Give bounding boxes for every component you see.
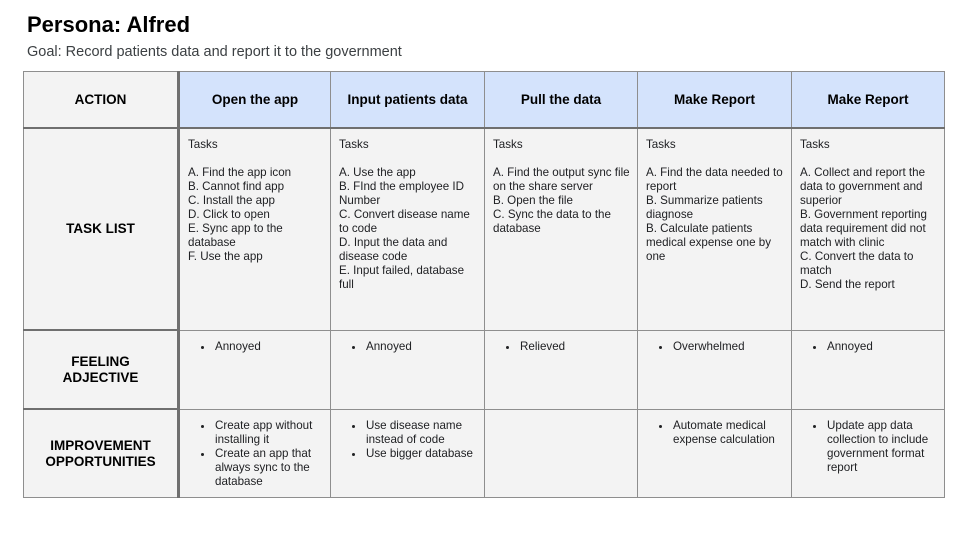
goal-subtitle: Goal: Record patients data and report it… bbox=[27, 44, 402, 60]
task-cell: Tasks A. Find the data needed to report B.… bbox=[637, 127, 792, 331]
task-item: B. Government reporting data requirement… bbox=[800, 208, 927, 249]
feeling-item: Overwhelmed bbox=[671, 340, 785, 354]
task-item: D. Click to open bbox=[188, 208, 270, 221]
stage-header: Input patients data bbox=[330, 71, 485, 129]
improvement-item: Use disease name instead of code bbox=[364, 419, 478, 447]
feeling-cell: Annoyed bbox=[791, 329, 945, 410]
task-item: B. Open the file bbox=[493, 194, 573, 207]
improvement-cell bbox=[484, 408, 638, 498]
stage-header: Make Report bbox=[637, 71, 792, 129]
feeling-cell: Annoyed bbox=[330, 329, 485, 410]
task-cell: Tasks A. Use the app B. FInd the employee … bbox=[330, 127, 485, 331]
feeling-item: Relieved bbox=[518, 340, 631, 354]
tasks-label: Tasks bbox=[188, 138, 218, 151]
tasks-label: Tasks bbox=[646, 138, 676, 151]
task-list-row: TASK LIST Tasks A. Find the app icon B. Ca… bbox=[23, 127, 945, 331]
row-header-task-list: TASK LIST bbox=[23, 127, 180, 331]
tasks-label: Tasks bbox=[493, 138, 523, 151]
task-cell: Tasks A. Find the app icon B. Cannot find … bbox=[178, 127, 331, 331]
task-item: C. Convert disease name to code bbox=[339, 208, 470, 235]
task-item: A. Find the app icon bbox=[188, 166, 292, 179]
improvement-cell: Create app without installing itCreate a… bbox=[178, 408, 331, 498]
task-item: C. Install the app bbox=[188, 194, 276, 207]
improvement-cell: Update app data collection to include go… bbox=[791, 408, 945, 498]
row-header-feeling-label: FEELING ADJECTIVE bbox=[62, 353, 139, 385]
feeling-list: Annoyed bbox=[800, 340, 938, 354]
task-cell: Tasks A. Collect and report the data to g… bbox=[791, 127, 945, 331]
task-item: D. Input the data and disease code bbox=[339, 236, 448, 263]
task-item: B. Calculate patients medical expense on… bbox=[646, 222, 772, 263]
task-cell: Tasks A. Find the output sync file on the… bbox=[484, 127, 638, 331]
improvement-list: Create app without installing itCreate a… bbox=[188, 419, 324, 489]
task-item: E. Input failed, database full bbox=[339, 264, 465, 291]
task-item: B. FInd the employee ID Number bbox=[339, 180, 465, 207]
feeling-list: Overwhelmed bbox=[646, 340, 785, 354]
feeling-item: Annoyed bbox=[825, 340, 938, 354]
row-header-improvement: IMPROVEMENT OPPORTUNITIES bbox=[23, 408, 180, 498]
feeling-cell: Annoyed bbox=[178, 329, 331, 410]
row-header-action: ACTION bbox=[23, 71, 180, 129]
tasks-label: Tasks bbox=[339, 138, 369, 151]
improvement-item: Automate medical expense calculation bbox=[671, 419, 785, 447]
feeling-row: FEELING ADJECTIVE Annoyed Annoyed Reliev… bbox=[23, 329, 945, 410]
feeling-cell: Relieved bbox=[484, 329, 638, 410]
task-item: A. Collect and report the data to govern… bbox=[800, 166, 926, 207]
stage-header: Open the app bbox=[178, 71, 331, 129]
improvement-cell: Automate medical expense calculation bbox=[637, 408, 792, 498]
feeling-cell: Overwhelmed bbox=[637, 329, 792, 410]
improvement-item: Use bigger database bbox=[364, 447, 478, 461]
stage-header: Pull the data bbox=[484, 71, 638, 129]
task-item: E. Sync app to the database bbox=[188, 222, 283, 249]
feeling-list: Relieved bbox=[493, 340, 631, 354]
task-item: A. Find the data needed to report bbox=[646, 166, 783, 193]
task-item: B. Cannot find app bbox=[188, 180, 285, 193]
task-item: C. Sync the data to the database bbox=[493, 208, 611, 235]
improvement-row: IMPROVEMENT OPPORTUNITIES Create app wit… bbox=[23, 408, 945, 498]
action-row: ACTION Open the app Input patients data … bbox=[23, 71, 945, 129]
page-title: Persona: Alfred bbox=[27, 12, 191, 37]
feeling-list: Annoyed bbox=[188, 340, 324, 354]
improvement-item: Create an app that always sync to the da… bbox=[213, 447, 324, 489]
stage-header: Make Report bbox=[791, 71, 945, 129]
task-item: A. Use the app bbox=[339, 166, 416, 179]
improvement-list: Automate medical expense calculation bbox=[646, 419, 785, 447]
task-item: D. Send the report bbox=[800, 278, 895, 291]
feeling-item: Annoyed bbox=[213, 340, 324, 354]
task-item: A. Find the output sync file on the shar… bbox=[493, 166, 630, 193]
task-item: F. Use the app bbox=[188, 250, 263, 263]
feeling-item: Annoyed bbox=[364, 340, 478, 354]
journey-map-table: ACTION Open the app Input patients data … bbox=[23, 71, 945, 498]
improvement-item: Update app data collection to include go… bbox=[825, 419, 938, 475]
row-header-feeling: FEELING ADJECTIVE bbox=[23, 329, 180, 410]
improvement-item: Create app without installing it bbox=[213, 419, 324, 447]
improvement-list: Update app data collection to include go… bbox=[800, 419, 938, 475]
feeling-list: Annoyed bbox=[339, 340, 478, 354]
improvement-cell: Use disease name instead of codeUse bigg… bbox=[330, 408, 485, 498]
task-item: B. Summarize patients diagnose bbox=[646, 194, 763, 221]
task-item: C. Convert the data to match bbox=[800, 250, 914, 277]
improvement-list: Use disease name instead of codeUse bigg… bbox=[339, 419, 478, 461]
tasks-label: Tasks bbox=[800, 138, 830, 151]
